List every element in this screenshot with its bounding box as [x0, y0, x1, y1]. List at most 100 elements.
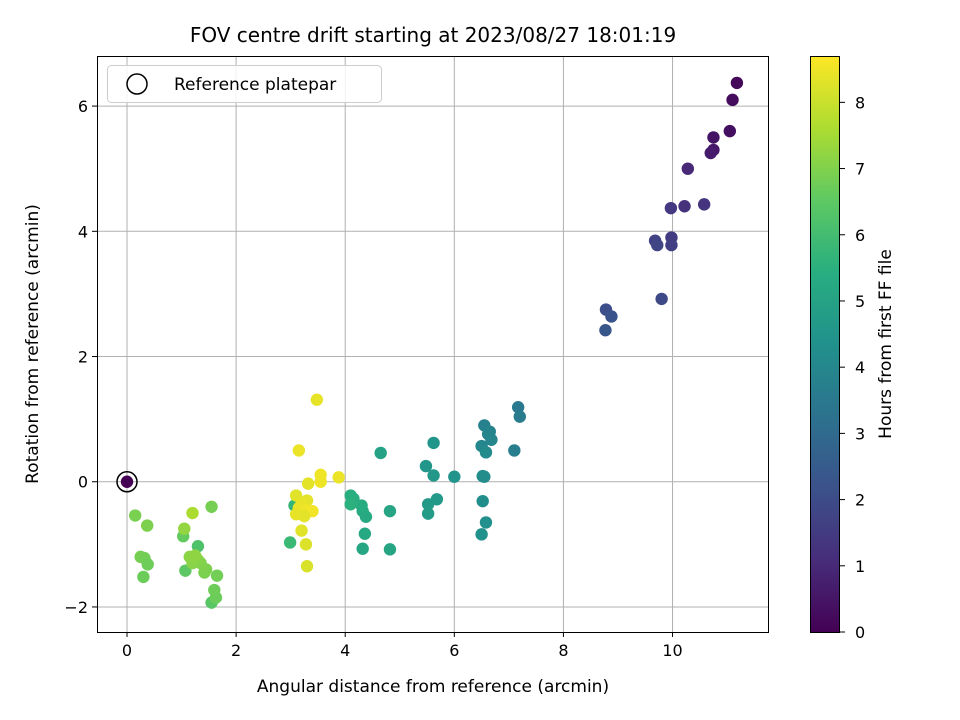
- scatter-point: [605, 310, 618, 323]
- scatter-point: [427, 436, 440, 450]
- x-axis-label: Angular distance from reference (arcmin): [257, 677, 609, 697]
- colorbar-frame: [810, 56, 840, 633]
- scatter-point: [651, 238, 664, 252]
- scatter-point: [476, 494, 489, 508]
- scatter-point: [298, 509, 311, 523]
- scatter-point: [664, 201, 678, 215]
- data-points: [128, 76, 744, 609]
- scatter-point: [599, 324, 612, 337]
- colorbar-tick-label: 2: [855, 491, 865, 510]
- y-axis-ticks: −2 0 2 4 6: [64, 97, 97, 617]
- colorbar-label: Hours from first FF file: [876, 249, 896, 439]
- scatter-point: [485, 433, 498, 446]
- scatter-point: [141, 558, 154, 571]
- colorbar: 0 1 2 3 4 5 6 7 8 Hours from first FF file: [810, 56, 896, 642]
- scatter-point: [295, 524, 308, 537]
- colorbar-tick-label: 6: [855, 226, 865, 245]
- scatter-point: [178, 522, 191, 535]
- scatter-point: [210, 569, 224, 582]
- reference-point-fill: [120, 475, 134, 488]
- scatter-point: [678, 200, 691, 213]
- scatter-point: [421, 498, 435, 511]
- legend-box: [107, 65, 382, 103]
- scatter-point: [332, 471, 345, 484]
- x-axis-ticks: 0 2 4 6 8 10: [122, 632, 683, 660]
- colorbar-gradient: [810, 56, 839, 632]
- x-tick-label: 0: [122, 641, 132, 660]
- scatter-point: [655, 292, 668, 306]
- scatter-point: [358, 527, 372, 540]
- y-tick-label: 4: [78, 222, 88, 241]
- scatter-point: [374, 446, 387, 460]
- scatter-point: [726, 93, 739, 107]
- scatter-point: [730, 76, 744, 90]
- colorbar-tick-label: 1: [855, 557, 865, 576]
- colorbar-tick-label: 8: [855, 93, 865, 112]
- legend-marker-reference: [126, 73, 148, 95]
- scatter-point: [508, 444, 521, 457]
- scatter-point: [292, 444, 306, 457]
- scatter-point: [513, 410, 526, 423]
- scatter-point: [186, 506, 199, 520]
- scatter-point: [475, 528, 488, 541]
- colorbar-tick-label: 4: [855, 358, 865, 377]
- scatter-point: [383, 543, 397, 556]
- scatter-point: [299, 538, 313, 551]
- grid: [97, 56, 768, 632]
- scatter-point: [681, 162, 695, 175]
- y-axis-label: Rotation from reference (arcmin): [23, 204, 43, 484]
- colorbar-tick-label: 5: [855, 292, 865, 311]
- x-tick-label: 10: [662, 641, 682, 660]
- scatter-point: [427, 469, 440, 482]
- x-tick-label: 6: [449, 641, 459, 660]
- scatter-point: [697, 198, 711, 211]
- scatter-point: [511, 401, 525, 414]
- scatter-point: [707, 131, 720, 144]
- scatter-point: [355, 499, 368, 512]
- scatter-point: [128, 509, 142, 522]
- y-tick-label: −2: [64, 598, 88, 617]
- scatter-point: [188, 549, 202, 562]
- colorbar-tick-label: 7: [855, 160, 865, 179]
- y-tick-label: 6: [78, 97, 88, 116]
- x-tick-label: 8: [558, 641, 568, 660]
- scatter-point: [344, 498, 357, 511]
- scatter-point: [479, 446, 493, 459]
- scatter-point: [314, 475, 327, 488]
- scatter-point: [704, 146, 717, 160]
- scatter-point: [448, 470, 461, 483]
- scatter-point: [383, 504, 397, 518]
- scatter-point: [283, 536, 297, 549]
- scatter-point: [208, 583, 221, 597]
- legend: Reference platepar: [107, 65, 382, 103]
- x-tick-label: 4: [340, 641, 350, 660]
- y-tick-label: 2: [78, 348, 88, 367]
- scatter-point: [140, 519, 154, 532]
- scatter-point: [479, 516, 493, 529]
- plot-frame: [97, 56, 769, 633]
- reference-point-marker: [116, 470, 138, 493]
- scatter-point: [419, 459, 433, 473]
- reference-point-layer: [116, 470, 138, 493]
- colorbar-tick-label: 3: [855, 424, 865, 443]
- scatter-point: [665, 238, 678, 252]
- x-tick-label: 2: [231, 641, 241, 660]
- scatter-point: [205, 500, 218, 513]
- scatter-point: [356, 542, 369, 555]
- scatter-point: [723, 124, 737, 138]
- scatter-point: [191, 540, 205, 553]
- colorbar-ticks: 0 1 2 3 4 5 6 7 8: [840, 93, 865, 642]
- colorbar-tick-label: 0: [855, 623, 865, 642]
- scatter-point: [300, 560, 314, 573]
- chart-title: FOV centre drift starting at 2023/08/27 …: [190, 23, 676, 47]
- scatter-point: [344, 489, 357, 502]
- scatter-point: [301, 477, 315, 490]
- scatter-point: [476, 469, 489, 483]
- scatter-point: [310, 393, 324, 406]
- y-tick-label: 0: [78, 473, 88, 492]
- legend-entry-reference: Reference platepar: [174, 75, 336, 95]
- scatter-point: [137, 570, 150, 584]
- scatter-point: [421, 507, 435, 520]
